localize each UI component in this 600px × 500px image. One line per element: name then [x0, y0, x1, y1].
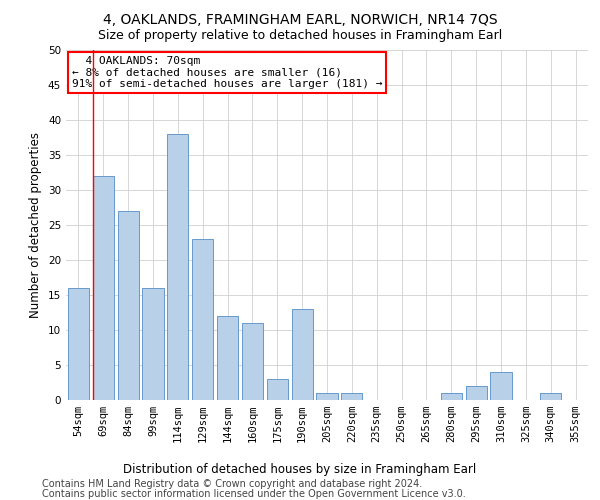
Bar — [167, 134, 188, 400]
Bar — [192, 239, 213, 400]
Bar — [441, 393, 462, 400]
Bar — [490, 372, 512, 400]
Text: Size of property relative to detached houses in Framingham Earl: Size of property relative to detached ho… — [98, 29, 502, 42]
Y-axis label: Number of detached properties: Number of detached properties — [29, 132, 43, 318]
Bar — [68, 288, 89, 400]
Text: 4, OAKLANDS, FRAMINGHAM EARL, NORWICH, NR14 7QS: 4, OAKLANDS, FRAMINGHAM EARL, NORWICH, N… — [103, 12, 497, 26]
Bar — [466, 386, 487, 400]
Bar — [242, 323, 263, 400]
Text: Contains HM Land Registry data © Crown copyright and database right 2024.: Contains HM Land Registry data © Crown c… — [42, 479, 422, 489]
Bar — [118, 211, 139, 400]
Bar — [142, 288, 164, 400]
Bar — [267, 379, 288, 400]
Bar — [316, 393, 338, 400]
Text: Contains public sector information licensed under the Open Government Licence v3: Contains public sector information licen… — [42, 489, 466, 499]
Bar — [93, 176, 114, 400]
Bar — [292, 309, 313, 400]
Text: 4 OAKLANDS: 70sqm
← 8% of detached houses are smaller (16)
91% of semi-detached : 4 OAKLANDS: 70sqm ← 8% of detached house… — [71, 56, 382, 89]
Bar — [341, 393, 362, 400]
Bar — [217, 316, 238, 400]
Bar — [540, 393, 561, 400]
Text: Distribution of detached houses by size in Framingham Earl: Distribution of detached houses by size … — [124, 462, 476, 475]
